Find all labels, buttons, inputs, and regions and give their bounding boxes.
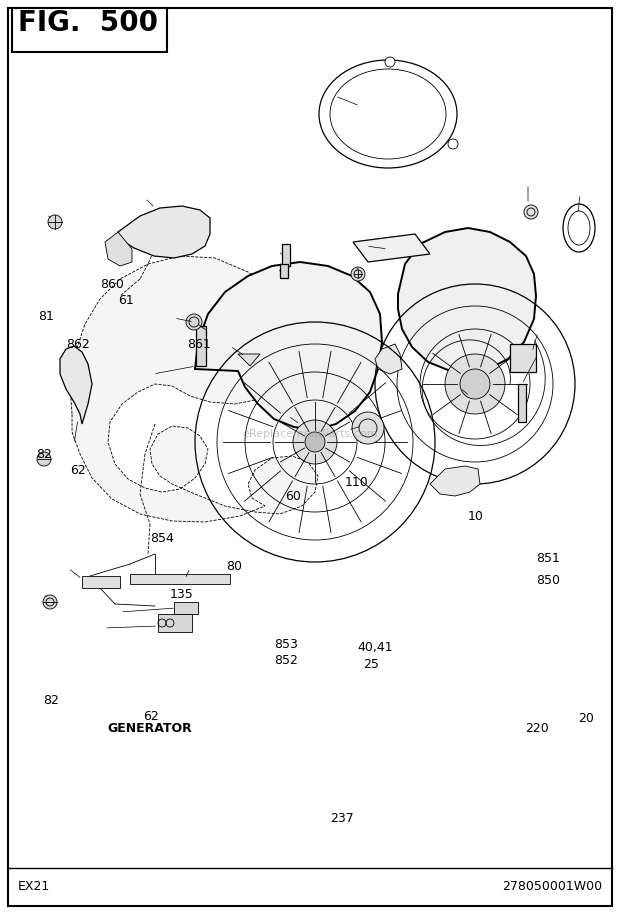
Ellipse shape	[319, 60, 457, 168]
Polygon shape	[398, 228, 536, 372]
FancyBboxPatch shape	[82, 576, 120, 588]
Text: 82: 82	[43, 694, 59, 707]
Polygon shape	[118, 206, 210, 258]
Text: 61: 61	[118, 293, 134, 306]
FancyBboxPatch shape	[518, 384, 526, 422]
Circle shape	[48, 215, 62, 229]
Text: 10: 10	[468, 509, 484, 523]
Text: 860: 860	[100, 279, 124, 292]
Text: eReplacementParts.com: eReplacementParts.com	[242, 429, 378, 439]
Text: 278050001W00: 278050001W00	[502, 879, 602, 892]
Circle shape	[460, 369, 490, 399]
Circle shape	[305, 432, 325, 452]
FancyBboxPatch shape	[196, 326, 206, 366]
Text: 110: 110	[345, 475, 369, 488]
FancyBboxPatch shape	[510, 344, 536, 372]
FancyBboxPatch shape	[174, 602, 198, 614]
Text: 861: 861	[187, 338, 211, 352]
Polygon shape	[105, 232, 132, 266]
FancyBboxPatch shape	[130, 574, 230, 584]
Text: 220: 220	[525, 721, 549, 735]
FancyBboxPatch shape	[12, 8, 167, 52]
FancyBboxPatch shape	[158, 614, 192, 632]
Circle shape	[524, 205, 538, 219]
Text: 850: 850	[536, 573, 560, 587]
Circle shape	[448, 139, 458, 149]
Polygon shape	[375, 344, 402, 374]
Text: 60: 60	[285, 490, 301, 503]
Polygon shape	[430, 466, 480, 496]
Circle shape	[352, 412, 384, 444]
Text: 81: 81	[38, 311, 54, 324]
Polygon shape	[70, 256, 318, 522]
Polygon shape	[60, 346, 92, 424]
Text: 854: 854	[150, 533, 174, 546]
Text: 25: 25	[363, 658, 379, 672]
Text: GENERATOR: GENERATOR	[107, 721, 192, 735]
Text: EX21: EX21	[18, 879, 50, 892]
Text: 80: 80	[226, 560, 242, 573]
Text: FIG.  500: FIG. 500	[18, 9, 158, 37]
Circle shape	[186, 314, 202, 330]
FancyBboxPatch shape	[280, 264, 288, 278]
Text: 40,41: 40,41	[357, 642, 392, 654]
Text: 851: 851	[536, 551, 560, 565]
Circle shape	[385, 57, 395, 67]
Text: 862: 862	[66, 338, 90, 352]
Text: 20: 20	[578, 711, 594, 725]
Polygon shape	[353, 234, 430, 262]
Ellipse shape	[563, 204, 595, 252]
Text: 852: 852	[274, 654, 298, 667]
Text: 82: 82	[36, 449, 52, 462]
Circle shape	[43, 595, 57, 609]
Text: 135: 135	[170, 588, 193, 600]
Polygon shape	[238, 354, 260, 366]
FancyBboxPatch shape	[282, 244, 290, 266]
Circle shape	[37, 452, 51, 466]
Polygon shape	[195, 262, 382, 430]
Circle shape	[445, 354, 505, 414]
Text: 853: 853	[274, 639, 298, 652]
Circle shape	[351, 267, 365, 281]
Text: 237: 237	[330, 812, 354, 824]
Text: 62: 62	[70, 463, 86, 476]
Text: 62: 62	[143, 709, 159, 722]
Circle shape	[293, 420, 337, 464]
